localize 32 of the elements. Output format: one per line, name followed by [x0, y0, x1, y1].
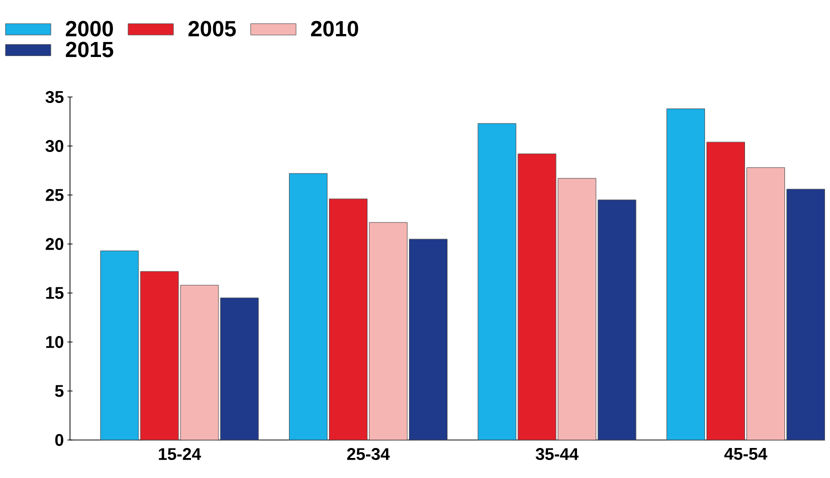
- x-tick-label: 45-54: [724, 448, 768, 460]
- legend-label: 2010: [311, 20, 358, 36]
- x-tick-label: 15-24: [158, 448, 202, 460]
- bar: [288, 173, 328, 440]
- bar: [408, 238, 448, 440]
- y-tick-label: 20: [46, 238, 64, 250]
- bar: [746, 167, 785, 440]
- y-tick-label: 5: [55, 385, 64, 397]
- legend-label: 2000: [66, 20, 113, 36]
- y-tick-label: 30: [46, 140, 64, 152]
- y-tick-label: 10: [46, 336, 64, 348]
- x-tick-label: 25-34: [347, 448, 390, 460]
- bar: [328, 198, 368, 440]
- bar: [598, 200, 636, 440]
- x-tick-label: 35-44: [536, 448, 579, 460]
- bar: [786, 188, 825, 440]
- bar: [478, 123, 516, 440]
- y-tick-label: 0: [55, 434, 64, 446]
- bar: [558, 178, 596, 440]
- y-tick-label: 25: [46, 189, 64, 201]
- y-tick-label: 15: [46, 287, 64, 299]
- bar: [706, 142, 745, 440]
- legend-label: 2005: [188, 20, 236, 36]
- y-tick-label: 35: [46, 90, 64, 104]
- bar: [180, 284, 219, 440]
- legend-label: 2015: [66, 42, 114, 58]
- bar: [100, 250, 139, 440]
- bar: [368, 222, 408, 440]
- bar: [518, 154, 556, 440]
- bar: [220, 298, 259, 440]
- bar: [140, 271, 179, 440]
- bar: [666, 108, 705, 440]
